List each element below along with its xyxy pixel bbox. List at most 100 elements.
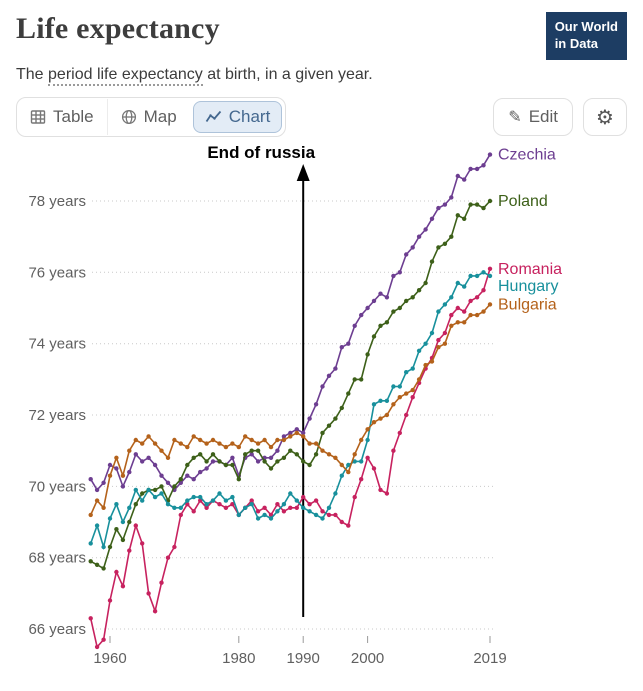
- data-point: [133, 523, 138, 528]
- data-point: [301, 458, 306, 464]
- view-tab-group: Table Map Chart: [16, 96, 287, 137]
- series-label-poland[interactable]: Poland: [498, 193, 548, 210]
- data-point: [88, 512, 93, 517]
- data-point: [378, 398, 383, 403]
- data-point: [404, 369, 409, 375]
- data-point: [352, 376, 357, 382]
- data-point: [455, 173, 460, 178]
- data-point: [255, 448, 261, 453]
- data-point: [88, 558, 93, 564]
- data-point: [185, 498, 190, 503]
- data-point: [404, 252, 409, 257]
- data-point: [178, 441, 183, 446]
- data-point: [101, 637, 106, 642]
- data-point: [313, 401, 319, 407]
- data-point: [198, 451, 203, 457]
- data-point: [378, 487, 383, 492]
- data-point: [140, 540, 145, 546]
- line-chart[interactable]: 66 years 68 years 70 years 72 years 74 years…: [0, 139, 643, 691]
- globe-icon: [121, 109, 137, 125]
- gear-icon: ⚙: [596, 104, 614, 129]
- data-point: [320, 384, 325, 389]
- data-point: [210, 458, 216, 464]
- data-point: [127, 519, 132, 524]
- data-point: [223, 505, 229, 510]
- table-icon: [30, 109, 46, 125]
- data-point: [294, 430, 299, 435]
- data-point: [288, 448, 293, 453]
- data-point: [423, 362, 428, 368]
- data-point: [404, 298, 409, 303]
- data-point: [359, 476, 364, 482]
- data-point: [429, 259, 435, 264]
- tab-map[interactable]: Map: [106, 98, 190, 135]
- tab-chart[interactable]: Chart: [192, 100, 283, 133]
- series-label-bulgaria[interactable]: Bulgaria: [498, 296, 557, 313]
- data-point: [481, 269, 486, 275]
- data-point: [255, 508, 261, 514]
- data-point: [365, 437, 370, 442]
- data-point: [172, 544, 177, 549]
- data-point: [346, 469, 351, 475]
- data-point: [159, 491, 164, 496]
- data-point: [165, 480, 171, 485]
- data-point: [371, 466, 377, 471]
- data-point: [384, 319, 390, 325]
- data-point: [152, 608, 158, 614]
- y-axis-label: 76 years: [28, 264, 86, 281]
- data-point: [384, 398, 390, 403]
- data-point: [172, 505, 177, 510]
- annotation-text: End of russia: [207, 143, 315, 162]
- data-point: [449, 294, 454, 300]
- data-point: [378, 291, 383, 296]
- data-point: [107, 598, 113, 603]
- data-point: [191, 508, 196, 514]
- data-point: [301, 494, 306, 500]
- data-point: [462, 284, 467, 289]
- x-axis-label: 2000: [351, 650, 384, 667]
- data-point: [442, 330, 448, 335]
- data-point: [262, 505, 267, 510]
- data-point: [371, 401, 377, 407]
- series-line-poland[interactable]: [90, 200, 491, 570]
- edit-button[interactable]: ✎ Edit: [493, 97, 573, 136]
- data-point: [120, 473, 126, 478]
- data-point: [159, 473, 164, 478]
- data-point: [429, 330, 435, 335]
- data-point: [204, 466, 209, 471]
- data-point: [288, 433, 293, 439]
- data-point: [268, 444, 274, 450]
- data-point: [487, 301, 493, 307]
- data-point: [275, 501, 280, 507]
- owid-logo[interactable]: Our World in Data: [545, 12, 627, 60]
- data-point: [217, 491, 222, 496]
- data-point: [223, 462, 229, 467]
- data-point: [352, 451, 357, 457]
- tab-table[interactable]: Table: [17, 99, 107, 135]
- annotation-arrow-head: [296, 163, 310, 181]
- data-point: [391, 384, 396, 389]
- series-label-romania[interactable]: Romania: [498, 261, 562, 278]
- data-point: [172, 483, 177, 489]
- data-point: [249, 437, 254, 442]
- data-point: [436, 344, 441, 350]
- data-point: [339, 519, 344, 524]
- y-axis-label: 66 years: [28, 621, 86, 638]
- series-label-czechia[interactable]: Czechia: [498, 146, 556, 163]
- data-point: [185, 444, 190, 450]
- data-point: [133, 501, 138, 507]
- subtitle-prefix: The: [16, 65, 49, 83]
- data-point: [217, 458, 222, 464]
- data-point: [326, 451, 332, 457]
- data-point: [365, 455, 370, 460]
- data-point: [384, 294, 390, 300]
- data-point: [101, 480, 106, 485]
- subtitle-term-link[interactable]: period life expectancy: [48, 65, 203, 86]
- settings-button[interactable]: ⚙: [583, 97, 627, 136]
- series-label-hungary[interactable]: Hungary: [498, 278, 558, 295]
- data-point: [468, 312, 473, 318]
- data-point: [94, 487, 100, 492]
- data-point: [159, 483, 164, 489]
- data-point: [120, 583, 126, 589]
- data-point: [313, 498, 319, 503]
